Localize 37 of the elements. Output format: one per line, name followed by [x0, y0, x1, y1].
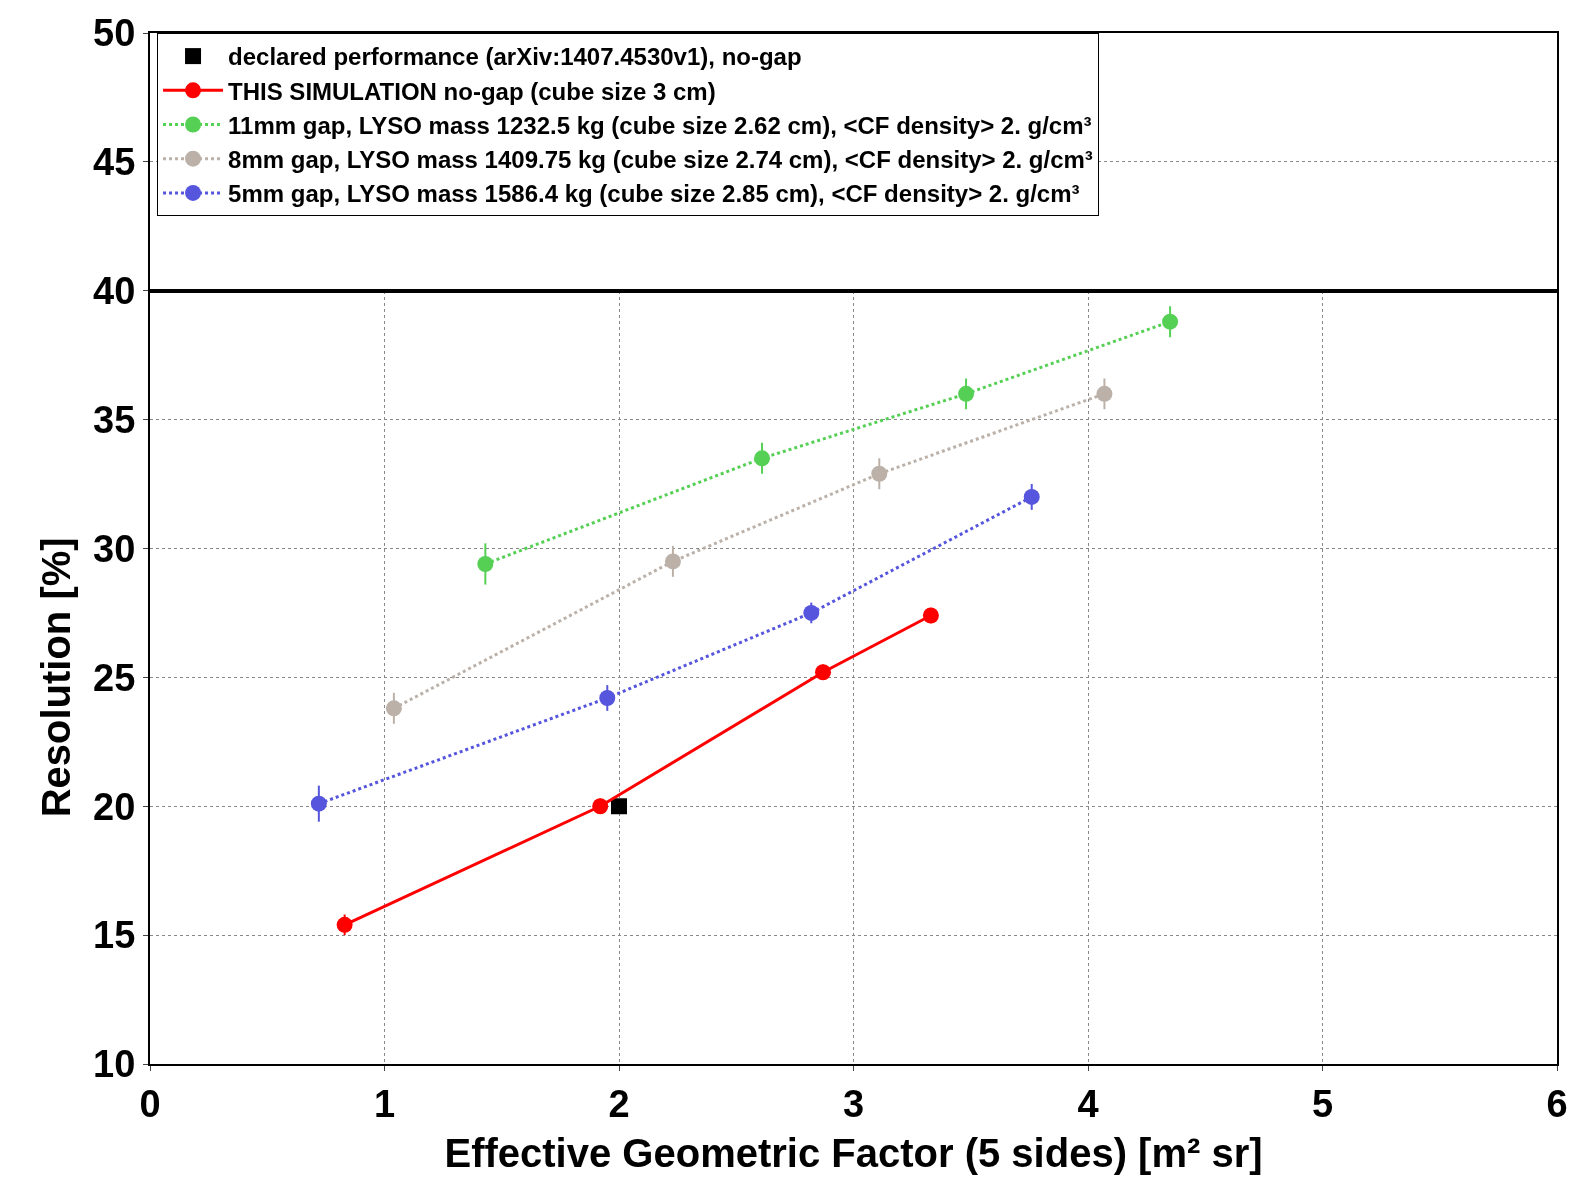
point [754, 450, 771, 467]
y-tick-label: 25 [93, 656, 136, 699]
point [310, 795, 327, 812]
point [385, 700, 402, 717]
y-tick-label: 50 [93, 12, 136, 55]
legend-label: 11mm gap, LYSO mass 1232.5 kg (cube size 2.62 cm), <CF density> 2. g/cm³ [228, 111, 1092, 139]
y-tick-label: 30 [93, 527, 136, 570]
x-tick-label: 5 [1311, 1082, 1334, 1125]
point [803, 604, 820, 621]
x-axis-title: Effective Geometric Factor (5 sides) [m² sr] [444, 1130, 1263, 1175]
point [599, 690, 616, 706]
x-tick-label: 3 [842, 1082, 865, 1125]
y-tick-label: 35 [93, 398, 136, 441]
legend-label: 8mm gap, LYSO mass 1409.75 kg (cube size 2.74 cm), <CF density> 2. g/cm³ [228, 146, 1093, 174]
y-tick-label: 45 [93, 141, 136, 184]
x-tick-label: 6 [1546, 1082, 1568, 1125]
legend-label: THIS SIMULATION no-gap (cube size 3 cm) [228, 77, 716, 105]
point [664, 553, 681, 570]
point [611, 798, 627, 815]
legend-label: 5mm gap, LYSO mass 1586.4 kg (cube size 2.85 cm), <CF density> 2. g/cm³ [228, 180, 1080, 208]
y-axis-title: Resolution [%] [34, 537, 79, 818]
x-tick-label: 1 [373, 1082, 396, 1125]
point [1096, 385, 1113, 402]
y-tick-label: 40 [93, 270, 136, 313]
x-tick-label: 4 [1077, 1082, 1099, 1125]
point [871, 465, 888, 482]
point [1162, 313, 1179, 330]
x-tick-label: 2 [608, 1082, 630, 1125]
x-tick-label: 0 [139, 1082, 161, 1125]
y-tick-label: 10 [93, 1043, 136, 1086]
y-tick-label: 20 [93, 785, 136, 828]
point [336, 916, 353, 933]
point [477, 555, 494, 572]
point [958, 385, 975, 402]
point [1023, 488, 1040, 505]
legend-label: declared performance (arXiv:1407.4530v1), no-gap [228, 43, 802, 71]
y-tick-label: 15 [93, 914, 136, 957]
